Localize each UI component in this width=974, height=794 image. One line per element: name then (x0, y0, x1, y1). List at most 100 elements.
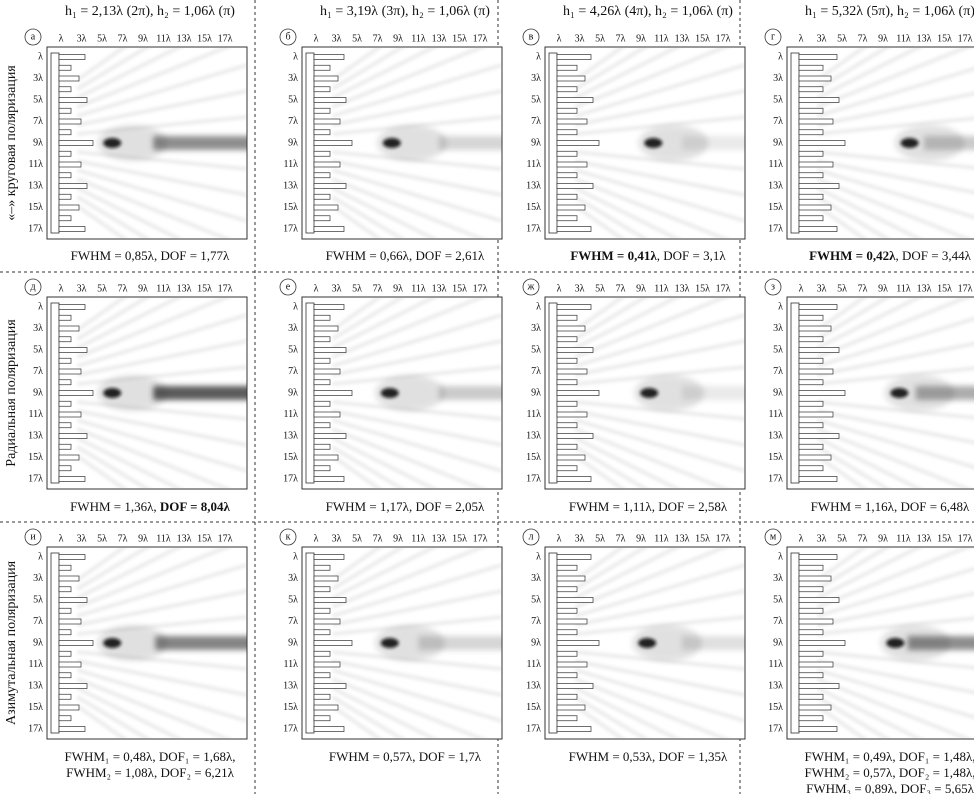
y-tick-label: 13λ (283, 430, 298, 441)
y-tick-label: 7λ (33, 366, 43, 377)
lens-ring (313, 575, 339, 582)
panel: λ λ 3λ 3λ 5λ 5λ 7λ 7λ 9λ 9λ 11λ 11λ 13λ 13λ 15λ 15λ 17λ 1… (764, 528, 974, 794)
ray (817, 400, 974, 420)
y-tick-label: 13λ (28, 680, 43, 691)
x-tick-label: 17λ (716, 33, 731, 44)
ray (574, 427, 731, 489)
lens-ring (58, 390, 94, 396)
x-tick-label: 5λ (352, 283, 362, 294)
focus (890, 388, 909, 398)
letter-circle (24, 528, 42, 546)
lens-ring (58, 150, 72, 157)
lens-ring (313, 554, 345, 560)
x-tick-label: 17λ (218, 533, 233, 544)
ray (332, 339, 502, 377)
lens-ring (798, 607, 824, 614)
ray (331, 177, 488, 239)
panel: λ λ 3λ 3λ 5λ 5λ 7λ 7λ 9λ 9λ 11λ 11λ 13λ 13λ 15λ 15λ 17λ 1… (279, 278, 503, 514)
x-tick-label: 3λ (77, 33, 87, 44)
panel: λ λ 3λ 3λ 5λ 5λ 7λ 7λ 9λ 9λ 11λ 11λ 13λ 13λ 15λ 15λ 17λ 1… (522, 28, 746, 263)
x-tick-label: λ (314, 533, 319, 544)
x-tick-label: 3λ (77, 283, 87, 294)
x-tick-label: 9λ (138, 533, 148, 544)
lens-ring (556, 193, 578, 200)
ray (331, 47, 488, 109)
panel: λ λ 3λ 3λ 5λ 5λ 7λ 7λ 9λ 9λ 11λ 11λ 13λ 13λ 15λ 15λ 17λ 1… (279, 528, 503, 764)
side-lobe (634, 375, 705, 411)
lens-ring (556, 325, 586, 332)
x-tick-label: 13λ (177, 533, 192, 544)
x-tick-label: 11λ (411, 283, 426, 294)
focus (380, 388, 399, 398)
focus (900, 138, 919, 148)
lens-ring (313, 465, 331, 472)
letter-circle (279, 528, 297, 546)
ray (816, 316, 974, 368)
x-tick-label: 11λ (411, 533, 426, 544)
field (76, 47, 247, 239)
ray (575, 400, 745, 421)
y-tick-label: 11λ (29, 159, 44, 170)
ray (331, 204, 383, 239)
x-tick-label: 13λ (675, 33, 690, 44)
ray (574, 454, 626, 489)
lens-ring (58, 443, 72, 450)
y-tick-label: 3λ (531, 73, 541, 84)
lens-ring (58, 140, 94, 146)
x-tick-label: 17λ (716, 533, 731, 544)
lens-ring (313, 650, 331, 657)
ray (817, 591, 974, 627)
focus (380, 638, 399, 648)
ray (76, 195, 152, 239)
panel-letter: к (286, 531, 291, 542)
lens-ring (313, 368, 341, 375)
lens-ring (58, 575, 80, 582)
lens-ring (58, 597, 88, 603)
lens-ring (58, 107, 72, 114)
ray (331, 195, 407, 239)
lens-ring (798, 379, 824, 386)
y-tick-label: 13λ (768, 180, 783, 191)
y-tick-label: 5λ (33, 94, 43, 105)
lens-ring (313, 97, 347, 103)
lens-ring (313, 433, 347, 439)
lens-ring (58, 193, 72, 200)
y-tick-label: 17λ (28, 723, 43, 734)
lens-ring (798, 150, 824, 157)
focal-band (915, 386, 974, 400)
ray (816, 695, 892, 739)
ray (816, 704, 868, 739)
x-tick-label: 3λ (817, 283, 827, 294)
focus (382, 138, 401, 148)
y-tick-label: 3λ (531, 323, 541, 334)
lens-ring (798, 75, 832, 82)
lens-ring (313, 357, 331, 364)
lens-ring (58, 433, 88, 439)
ray (76, 186, 184, 239)
y-tick-label: 3λ (773, 323, 783, 334)
ray (574, 563, 745, 618)
x-tick-label: 9λ (636, 533, 646, 544)
caption-part: FWHM = 1,36λ, (70, 499, 160, 514)
x-tick-label: 7λ (373, 533, 383, 544)
x-tick-label: 13λ (432, 283, 447, 294)
lens-ring (798, 693, 824, 700)
ray (816, 195, 892, 239)
y-tick-label: 5λ (288, 344, 298, 355)
lens-ring (313, 597, 347, 603)
lens-base (790, 552, 800, 734)
caption-line: FWHM = 0,57λ, DOF = 1,7λ (329, 749, 482, 764)
x-tick-label: 13λ (675, 533, 690, 544)
lens-ring (58, 704, 80, 711)
ray (76, 427, 233, 489)
ray (77, 400, 247, 421)
panel: λ λ 3λ 3λ 5λ 5λ 7λ 7λ 9λ 9λ 11λ 11λ 13λ 13λ 15λ 15λ 17λ 1… (24, 528, 248, 780)
lens-ring (556, 75, 586, 82)
ray (76, 297, 128, 332)
ray (816, 668, 974, 720)
focal-band (155, 636, 247, 650)
y-tick-label: 5λ (288, 94, 298, 105)
ray (332, 159, 502, 197)
ray (76, 313, 247, 368)
ray (817, 616, 974, 636)
